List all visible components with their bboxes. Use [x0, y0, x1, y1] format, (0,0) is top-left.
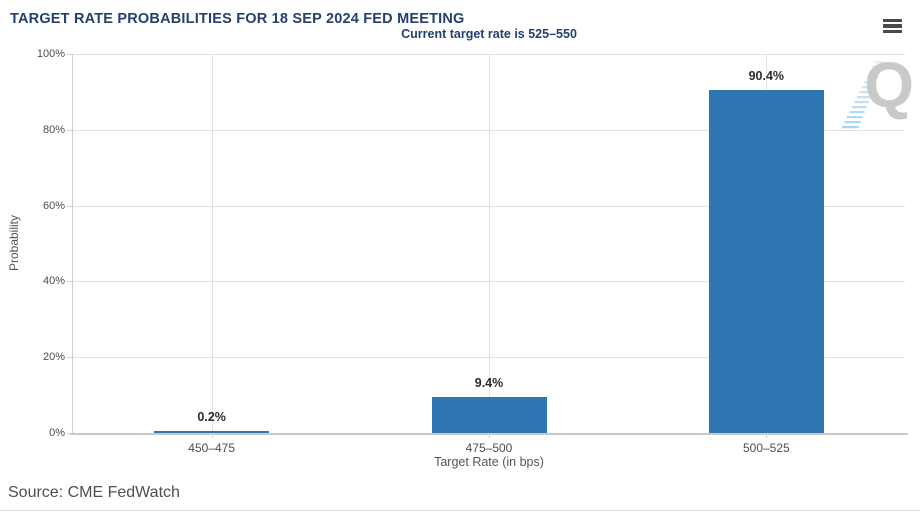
x-tick-mark [211, 433, 213, 438]
x-gridline [211, 54, 213, 433]
y-tick-label: 20% [42, 351, 65, 364]
x-tick-label: 475–500 [465, 441, 513, 455]
source-attribution: Source: CME FedWatch [8, 484, 180, 501]
y-tick-label: 0% [49, 427, 65, 439]
hamburger-menu-icon [883, 18, 902, 22]
y-tick-mark [67, 281, 72, 283]
y-tick-label: 40% [42, 275, 65, 288]
x-gridline [489, 54, 490, 433]
y-tick-mark [67, 433, 72, 434]
bar[interactable] [431, 397, 547, 433]
bar-value-label: 90.4% [748, 69, 785, 84]
bar[interactable] [154, 431, 270, 433]
bar-value-label: 0.2% [197, 410, 226, 424]
x-tick-label: 500–525 [742, 441, 790, 455]
bar-value-label: 9.4% [474, 376, 504, 391]
y-tick-mark [67, 129, 72, 131]
x-tick-label: 450–475 [188, 441, 236, 455]
y-tick-label: 60% [42, 199, 65, 212]
x-tick-mark [489, 433, 490, 438]
y-tick-mark [67, 54, 72, 55]
x-axis-title: Target Rate (in bps) [434, 455, 544, 469]
y-tick-label: 80% [42, 123, 65, 136]
y-axis-line [72, 54, 73, 433]
chart-title: TARGET RATE PROBABILITIES FOR 18 SEP 202… [10, 11, 465, 27]
x-tick-mark [766, 433, 768, 438]
y-tick-mark [67, 205, 72, 207]
chart-subtitle: Current target rate is 525–550 [401, 27, 577, 41]
plot-area: 0% 20% 40% 60% 80% 100% 450–475 0.2% 475–500 9.4%… [37, 48, 908, 455]
hamburger-menu-icon [883, 30, 902, 34]
bottom-divider [0, 510, 920, 511]
chart-context-menu-button[interactable] [883, 16, 907, 36]
bar[interactable] [708, 90, 824, 433]
hamburger-menu-icon [883, 24, 902, 28]
y-axis-title: Probability [7, 214, 21, 272]
y-tick-mark [67, 357, 72, 359]
y-tick-label: 100% [36, 48, 65, 60]
